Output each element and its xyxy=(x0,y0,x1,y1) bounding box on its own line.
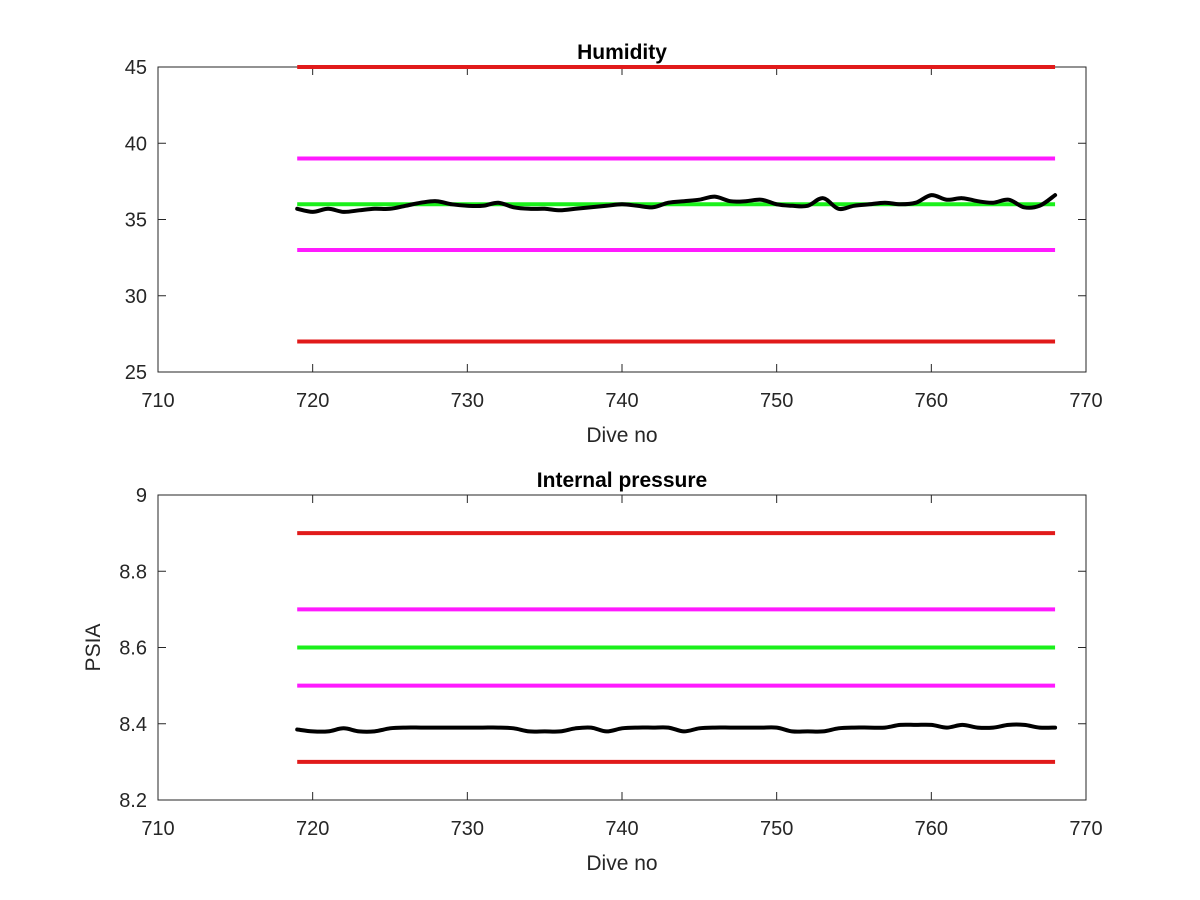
x-tick-label: 720 xyxy=(296,818,329,840)
x-axis-label: Dive no xyxy=(586,852,657,875)
y-tick-label: 45 xyxy=(125,57,147,79)
x-tick-label: 750 xyxy=(760,390,793,412)
y-tick-label: 8.6 xyxy=(119,638,147,660)
x-tick-label: 730 xyxy=(451,818,484,840)
chart-title: Humidity xyxy=(577,41,667,64)
x-tick-label: 730 xyxy=(451,390,484,412)
x-tick-label: 710 xyxy=(141,818,174,840)
y-axis-label: PSIA xyxy=(82,624,105,672)
measured-series-line xyxy=(295,722,1058,734)
internal-pressure-plot: 710 720 730 740 750 760 770 8.2 8.4 8.6 8.8 9 Intern… xyxy=(82,469,1103,875)
x-tick-label: 770 xyxy=(1069,390,1102,412)
y-tick-label: 30 xyxy=(125,286,147,308)
chart-title: Internal pressure xyxy=(537,469,707,492)
y-tick-label: 25 xyxy=(125,362,147,384)
measured-series-line xyxy=(295,193,1058,214)
x-axis-label: Dive no xyxy=(586,424,657,447)
x-tick-label: 740 xyxy=(605,390,638,412)
x-tick-label: 720 xyxy=(296,390,329,412)
plot-area xyxy=(157,66,1087,373)
x-tick-label: 760 xyxy=(915,390,948,412)
x-tick-label: 740 xyxy=(605,818,638,840)
y-tick-label: 8.2 xyxy=(119,790,147,812)
x-tick-label: 770 xyxy=(1069,818,1102,840)
x-tick-label: 750 xyxy=(760,818,793,840)
x-tick-label: 710 xyxy=(141,390,174,412)
y-tick-label: 9 xyxy=(136,485,147,507)
y-tick-label: 8.8 xyxy=(119,561,147,583)
y-tick-label: 8.4 xyxy=(119,714,147,736)
y-tick-label: 40 xyxy=(125,133,147,155)
humidity-plot: 710 720 730 740 750 760 770 25 30 35 40 45 Humidity D… xyxy=(125,41,1103,447)
x-tick-label: 760 xyxy=(915,818,948,840)
y-tick-label: 35 xyxy=(125,210,147,232)
